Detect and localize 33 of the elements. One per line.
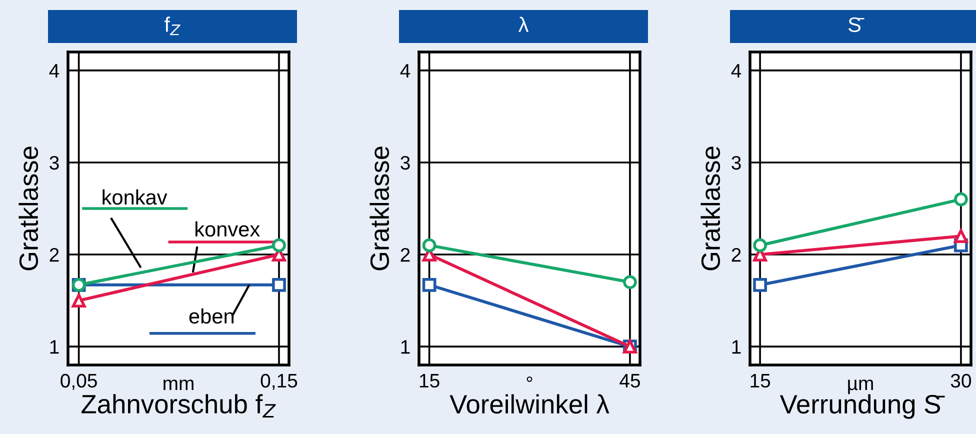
y-tick-label: 3 <box>732 156 741 170</box>
chart-title: λ <box>518 16 529 32</box>
text: konkav <box>102 189 168 205</box>
y-axis-title: Gratklasse <box>18 146 38 270</box>
y-tick-label: 1 <box>50 340 59 354</box>
series-label: konvex <box>196 221 260 237</box>
text: ° <box>526 376 532 382</box>
y-tick-label: 1 <box>732 340 741 354</box>
chart-title: S̄ <box>848 17 864 32</box>
y-axis-title: Gratklasse <box>370 146 390 270</box>
text: µm <box>848 380 873 394</box>
x-axis-title: Zahnvorschub f$_{Z}$ <box>82 394 276 418</box>
y-tick-label: 4 <box>731 64 742 78</box>
x-tick-label: 15 <box>420 374 440 388</box>
y-tick-label: 4 <box>49 64 60 78</box>
x-axis-title: Voreilwinkel λ <box>450 394 610 414</box>
y-axis-title: Gratklasse <box>700 146 720 270</box>
x-tick-label: 45 <box>620 374 640 388</box>
x-tick-label: 0,15 <box>260 374 298 390</box>
x-tick-label: 0,05 <box>60 374 97 390</box>
x-tick-label: 30 <box>950 374 972 388</box>
x-axis-title: Verrundung S̄ <box>780 394 945 419</box>
y-tick-label: 4 <box>400 64 410 78</box>
text: mm <box>164 380 194 390</box>
y-tick-label: 1 <box>401 340 410 354</box>
x-tick-label: 15 <box>750 374 770 388</box>
y-tick-label: 2 <box>732 248 741 262</box>
y-tick-label: 3 <box>400 156 410 170</box>
y-tick-label: 2 <box>400 248 410 262</box>
chart-title: f$_{Z}$ <box>164 16 180 36</box>
series-label: eben <box>189 308 234 324</box>
y-tick-label: 3 <box>50 156 59 170</box>
y-tick-label: 2 <box>50 248 59 262</box>
